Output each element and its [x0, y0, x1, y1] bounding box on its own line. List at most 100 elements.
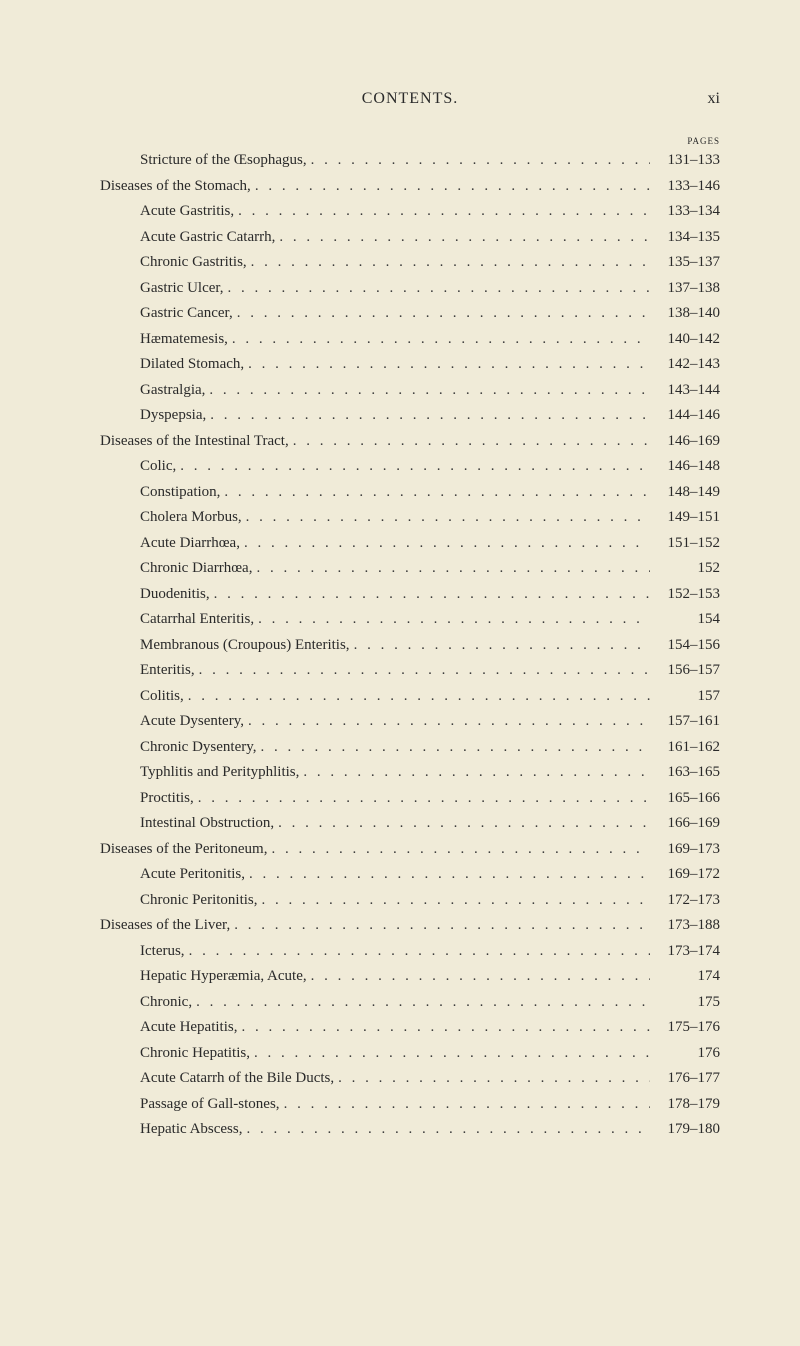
toc-entry: Acute Catarrh of the Bile Ducts, . . . .… [100, 1066, 720, 1092]
toc-entry: Chronic Peritonitis, . . . . . . . . . .… [100, 888, 720, 914]
toc-entry: Acute Gastritis, . . . . . . . . . . . .… [100, 199, 720, 225]
toc-entry-pages: 163–165 [650, 760, 720, 786]
toc-entry-pages: 157–161 [650, 709, 720, 735]
toc-leader-dots: . . . . . . . . . . . . . . . . . . . . … [251, 174, 650, 200]
toc-entry-label: Dilated Stomach, [100, 352, 244, 378]
toc-entry-label: Diseases of the Intestinal Tract, [100, 429, 289, 455]
toc-entry-label: Gastralgia, [100, 378, 205, 404]
toc-entry: Stricture of the Œsophagus, . . . . . . … [100, 148, 720, 174]
toc-leader-dots: . . . . . . . . . . . . . . . . . . . . … [244, 352, 650, 378]
toc-entry: Dyspepsia, . . . . . . . . . . . . . . .… [100, 403, 720, 429]
toc-entry-pages: 166–169 [650, 811, 720, 837]
toc-entry-pages: 173–188 [650, 913, 720, 939]
table-of-contents: Stricture of the Œsophagus, . . . . . . … [100, 148, 720, 1143]
toc-entry-label: Acute Diarrhœa, [100, 531, 240, 557]
toc-entry: Dilated Stomach, . . . . . . . . . . . .… [100, 352, 720, 378]
toc-entry-label: Diseases of the Stomach, [100, 174, 251, 200]
toc-leader-dots: . . . . . . . . . . . . . . . . . . . . … [289, 429, 650, 455]
page-number: xi [680, 90, 720, 108]
toc-entry: Hæmatemesis, . . . . . . . . . . . . . .… [100, 327, 720, 353]
toc-entry: Gastric Cancer, . . . . . . . . . . . . … [100, 301, 720, 327]
toc-leader-dots: . . . . . . . . . . . . . . . . . . . . … [205, 378, 650, 404]
toc-entry-pages: 138–140 [650, 301, 720, 327]
toc-entry-pages: 142–143 [650, 352, 720, 378]
toc-entry: Chronic Diarrhœa, . . . . . . . . . . . … [100, 556, 720, 582]
toc-entry-label: Acute Hepatitis, [100, 1015, 237, 1041]
toc-entry-label: Chronic Gastritis, [100, 250, 247, 276]
toc-entry-label: Catarrhal Enteritis, [100, 607, 254, 633]
toc-leader-dots: . . . . . . . . . . . . . . . . . . . . … [234, 199, 650, 225]
toc-entry-pages: 144–146 [650, 403, 720, 429]
toc-entry-pages: 176 [650, 1041, 720, 1067]
toc-leader-dots: . . . . . . . . . . . . . . . . . . . . … [307, 964, 650, 990]
toc-entry-label: Acute Catarrh of the Bile Ducts, [100, 1066, 334, 1092]
pages-column-label: PAGES [100, 136, 720, 146]
toc-entry: Colitis, . . . . . . . . . . . . . . . .… [100, 684, 720, 710]
toc-leader-dots: . . . . . . . . . . . . . . . . . . . . … [184, 684, 650, 710]
toc-entry-pages: 152–153 [650, 582, 720, 608]
toc-entry-pages: 169–173 [650, 837, 720, 863]
toc-entry-label: Acute Gastric Catarrh, [100, 225, 275, 251]
toc-entry-label: Constipation, [100, 480, 220, 506]
header-spacer [100, 90, 140, 108]
toc-entry-pages: 140–142 [650, 327, 720, 353]
toc-leader-dots: . . . . . . . . . . . . . . . . . . . . … [176, 454, 650, 480]
toc-entry-pages: 154 [650, 607, 720, 633]
toc-entry-pages: 148–149 [650, 480, 720, 506]
toc-entry-label: Hepatic Abscess, [100, 1117, 242, 1143]
toc-entry-label: Diseases of the Peritoneum, [100, 837, 267, 863]
toc-leader-dots: . . . . . . . . . . . . . . . . . . . . … [257, 735, 651, 761]
toc-entry-label: Gastric Ulcer, [100, 276, 224, 302]
toc-entry-pages: 156–157 [650, 658, 720, 684]
toc-entry: Constipation, . . . . . . . . . . . . . … [100, 480, 720, 506]
toc-leader-dots: . . . . . . . . . . . . . . . . . . . . … [233, 301, 650, 327]
toc-leader-dots: . . . . . . . . . . . . . . . . . . . . … [267, 837, 650, 863]
toc-leader-dots: . . . . . . . . . . . . . . . . . . . . … [307, 148, 650, 174]
toc-leader-dots: . . . . . . . . . . . . . . . . . . . . … [274, 811, 650, 837]
toc-entry-label: Cholera Morbus, [100, 505, 242, 531]
toc-entry-pages: 133–134 [650, 199, 720, 225]
toc-entry-label: Acute Dysentery, [100, 709, 244, 735]
toc-leader-dots: . . . . . . . . . . . . . . . . . . . . … [250, 1041, 650, 1067]
toc-entry-label: Stricture of the Œsophagus, [100, 148, 307, 174]
toc-entry: Hepatic Abscess, . . . . . . . . . . . .… [100, 1117, 720, 1143]
toc-entry-pages: 143–144 [650, 378, 720, 404]
toc-entry: Acute Peritonitis, . . . . . . . . . . .… [100, 862, 720, 888]
toc-entry-pages: 151–152 [650, 531, 720, 557]
toc-entry-pages: 172–173 [650, 888, 720, 914]
toc-entry-pages: 173–174 [650, 939, 720, 965]
toc-entry: Proctitis, . . . . . . . . . . . . . . .… [100, 786, 720, 812]
toc-entry: Passage of Gall-stones, . . . . . . . . … [100, 1092, 720, 1118]
toc-entry: Diseases of the Intestinal Tract, . . . … [100, 429, 720, 455]
toc-entry: Chronic Gastritis, . . . . . . . . . . .… [100, 250, 720, 276]
toc-entry-pages: 178–179 [650, 1092, 720, 1118]
toc-entry-label: Diseases of the Liver, [100, 913, 230, 939]
toc-entry: Cholera Morbus, . . . . . . . . . . . . … [100, 505, 720, 531]
toc-leader-dots: . . . . . . . . . . . . . . . . . . . . … [230, 913, 650, 939]
toc-entry-pages: 137–138 [650, 276, 720, 302]
toc-leader-dots: . . . . . . . . . . . . . . . . . . . . … [242, 1117, 650, 1143]
toc-entry-pages: 174 [650, 964, 720, 990]
toc-entry: Catarrhal Enteritis, . . . . . . . . . .… [100, 607, 720, 633]
toc-entry: Acute Gastric Catarrh, . . . . . . . . .… [100, 225, 720, 251]
toc-entry-label: Hæmatemesis, [100, 327, 228, 353]
contents-page: CONTENTS. xi PAGES Stricture of the Œsop… [0, 0, 800, 1203]
toc-entry-label: Duodenitis, [100, 582, 210, 608]
toc-leader-dots: . . . . . . . . . . . . . . . . . . . . … [240, 531, 650, 557]
toc-leader-dots: . . . . . . . . . . . . . . . . . . . . … [237, 1015, 650, 1041]
toc-leader-dots: . . . . . . . . . . . . . . . . . . . . … [228, 327, 650, 353]
toc-entry: Acute Dysentery, . . . . . . . . . . . .… [100, 709, 720, 735]
toc-entry-pages: 134–135 [650, 225, 720, 251]
toc-leader-dots: . . . . . . . . . . . . . . . . . . . . … [350, 633, 650, 659]
toc-entry-label: Typhlitis and Perityphlitis, [100, 760, 299, 786]
toc-entry: Chronic Hepatitis, . . . . . . . . . . .… [100, 1041, 720, 1067]
toc-entry: Hepatic Hyperæmia, Acute, . . . . . . . … [100, 964, 720, 990]
toc-entry-label: Proctitis, [100, 786, 194, 812]
header-row: CONTENTS. xi [100, 90, 720, 108]
toc-leader-dots: . . . . . . . . . . . . . . . . . . . . … [185, 939, 650, 965]
toc-entry-label: Membranous (Croupous) Enteritis, [100, 633, 350, 659]
toc-entry: Membranous (Croupous) Enteritis, . . . .… [100, 633, 720, 659]
toc-entry-pages: 146–148 [650, 454, 720, 480]
toc-entry-label: Gastric Cancer, [100, 301, 233, 327]
toc-entry-label: Chronic Peritonitis, [100, 888, 258, 914]
